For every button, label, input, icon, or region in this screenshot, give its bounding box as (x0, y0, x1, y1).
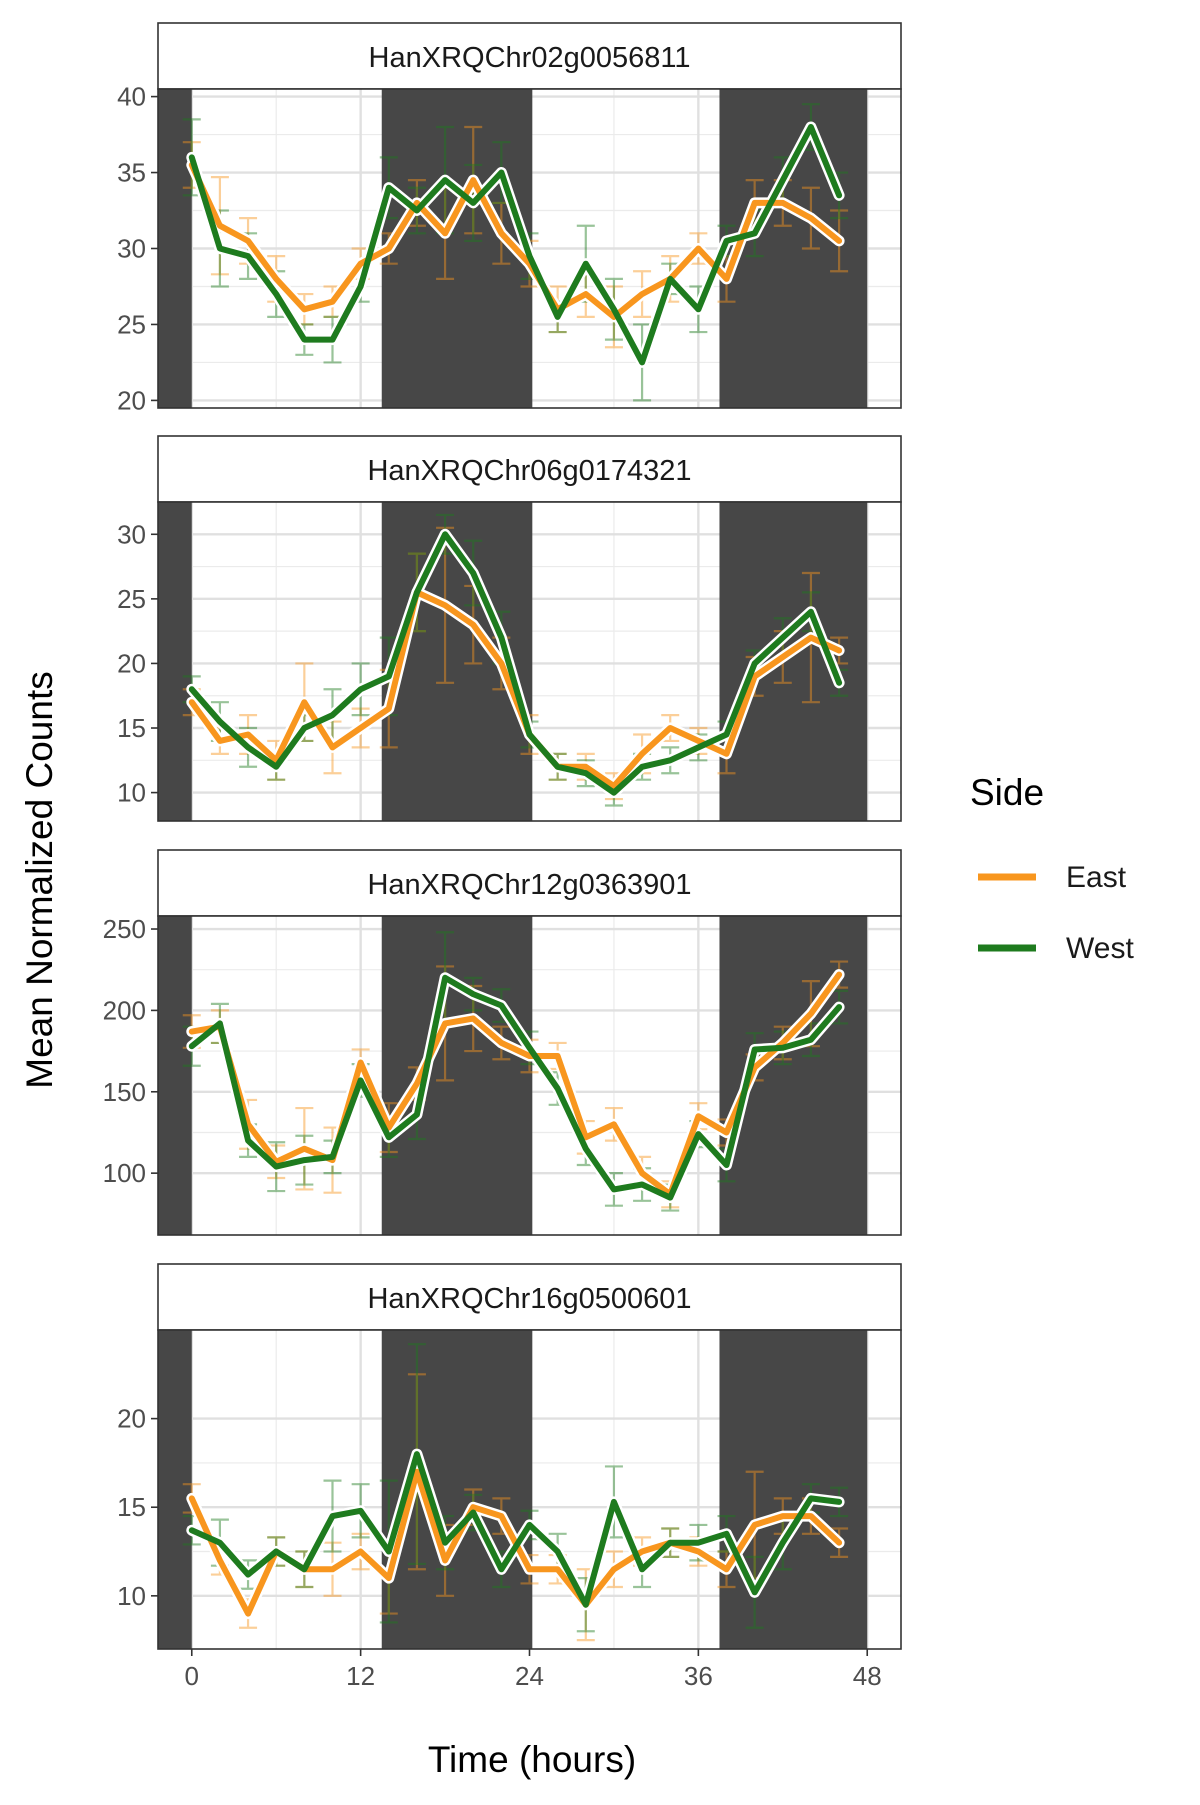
y-tick-label: 10 (117, 778, 146, 808)
dark-period (381, 916, 533, 1235)
y-tick-label: 15 (117, 713, 146, 743)
y-tick-label: 100 (103, 1158, 146, 1188)
legend-entry-west: West (978, 932, 1134, 965)
x-tick-label: 12 (346, 1661, 375, 1691)
y-tick-label: 20 (117, 648, 146, 678)
panel-border (157, 915, 902, 1236)
y-tick-label: 30 (117, 234, 146, 264)
panels-layer: HanXRQChr02g0056811 20 25 30 35 40 HanXRQChr06… (103, 22, 902, 1691)
legend-label-west: West (1066, 932, 1134, 965)
legend-label-east: East (1066, 861, 1127, 894)
panel-strip (157, 22, 902, 90)
y-tick-label: 25 (117, 309, 146, 339)
y-tick-label: 40 (117, 82, 146, 112)
series-line-west (188, 974, 843, 1201)
dark-period (158, 502, 192, 821)
panel-strip-title: HanXRQChr06g0174321 (367, 455, 691, 487)
panel-strip-title: HanXRQChr12g0363901 (367, 869, 691, 901)
x-axis-title: Time (hours) (428, 1739, 636, 1780)
y-tick-label: 15 (117, 1492, 146, 1522)
panel-2: HanXRQChr06g0174321 10 15 20 25 30 (117, 435, 902, 822)
panel-3: HanXRQChr12g0363901 100 150 200 250 (103, 849, 902, 1236)
dark-period (158, 1330, 192, 1649)
panel-4: HanXRQChr16g0500601 10 15 20 0 12 24 36 48 (117, 1263, 902, 1691)
y-tick-label: 25 (117, 584, 146, 614)
y-tick-label: 20 (117, 385, 146, 415)
dark-period (158, 89, 192, 408)
y-tick-label: 250 (103, 914, 146, 944)
legend: Side East West (970, 772, 1134, 965)
dark-period (158, 916, 192, 1235)
series-line-west (188, 531, 843, 796)
series-line-west (188, 124, 843, 366)
dark-period (381, 89, 533, 408)
legend-entries: East West (978, 861, 1134, 965)
legend-entry-east: East (978, 861, 1127, 894)
dark-period (719, 1330, 868, 1649)
dark-period (719, 502, 868, 821)
series-line-east (188, 589, 843, 790)
series-line-east (188, 971, 843, 1198)
legend-title: Side (970, 772, 1044, 813)
dark-period (719, 89, 868, 408)
y-tick-label: 150 (103, 1077, 146, 1107)
x-tick-label: 24 (515, 1661, 544, 1691)
x-tick-label: 0 (185, 1661, 199, 1691)
panel-border (157, 501, 902, 822)
panel-strip (157, 1263, 902, 1331)
y-tick-label: 200 (103, 995, 146, 1025)
y-tick-label: 35 (117, 158, 146, 188)
y-tick-label: 30 (117, 519, 146, 549)
series-line-west (188, 1451, 843, 1608)
panel-strip-title: HanXRQChr02g0056811 (369, 42, 691, 74)
x-tick-label: 36 (684, 1661, 713, 1691)
series-line-east (188, 162, 843, 320)
x-tick-label: 48 (853, 1661, 882, 1691)
y-tick-label: 10 (117, 1581, 146, 1611)
y-tick-label: 20 (117, 1404, 146, 1434)
dark-period (719, 916, 868, 1235)
y-axis-title: Mean Normalized Counts (19, 671, 60, 1088)
panel-1: HanXRQChr02g0056811 20 25 30 35 40 (117, 22, 902, 415)
panel-strip-title: HanXRQChr16g0500601 (367, 1283, 691, 1315)
